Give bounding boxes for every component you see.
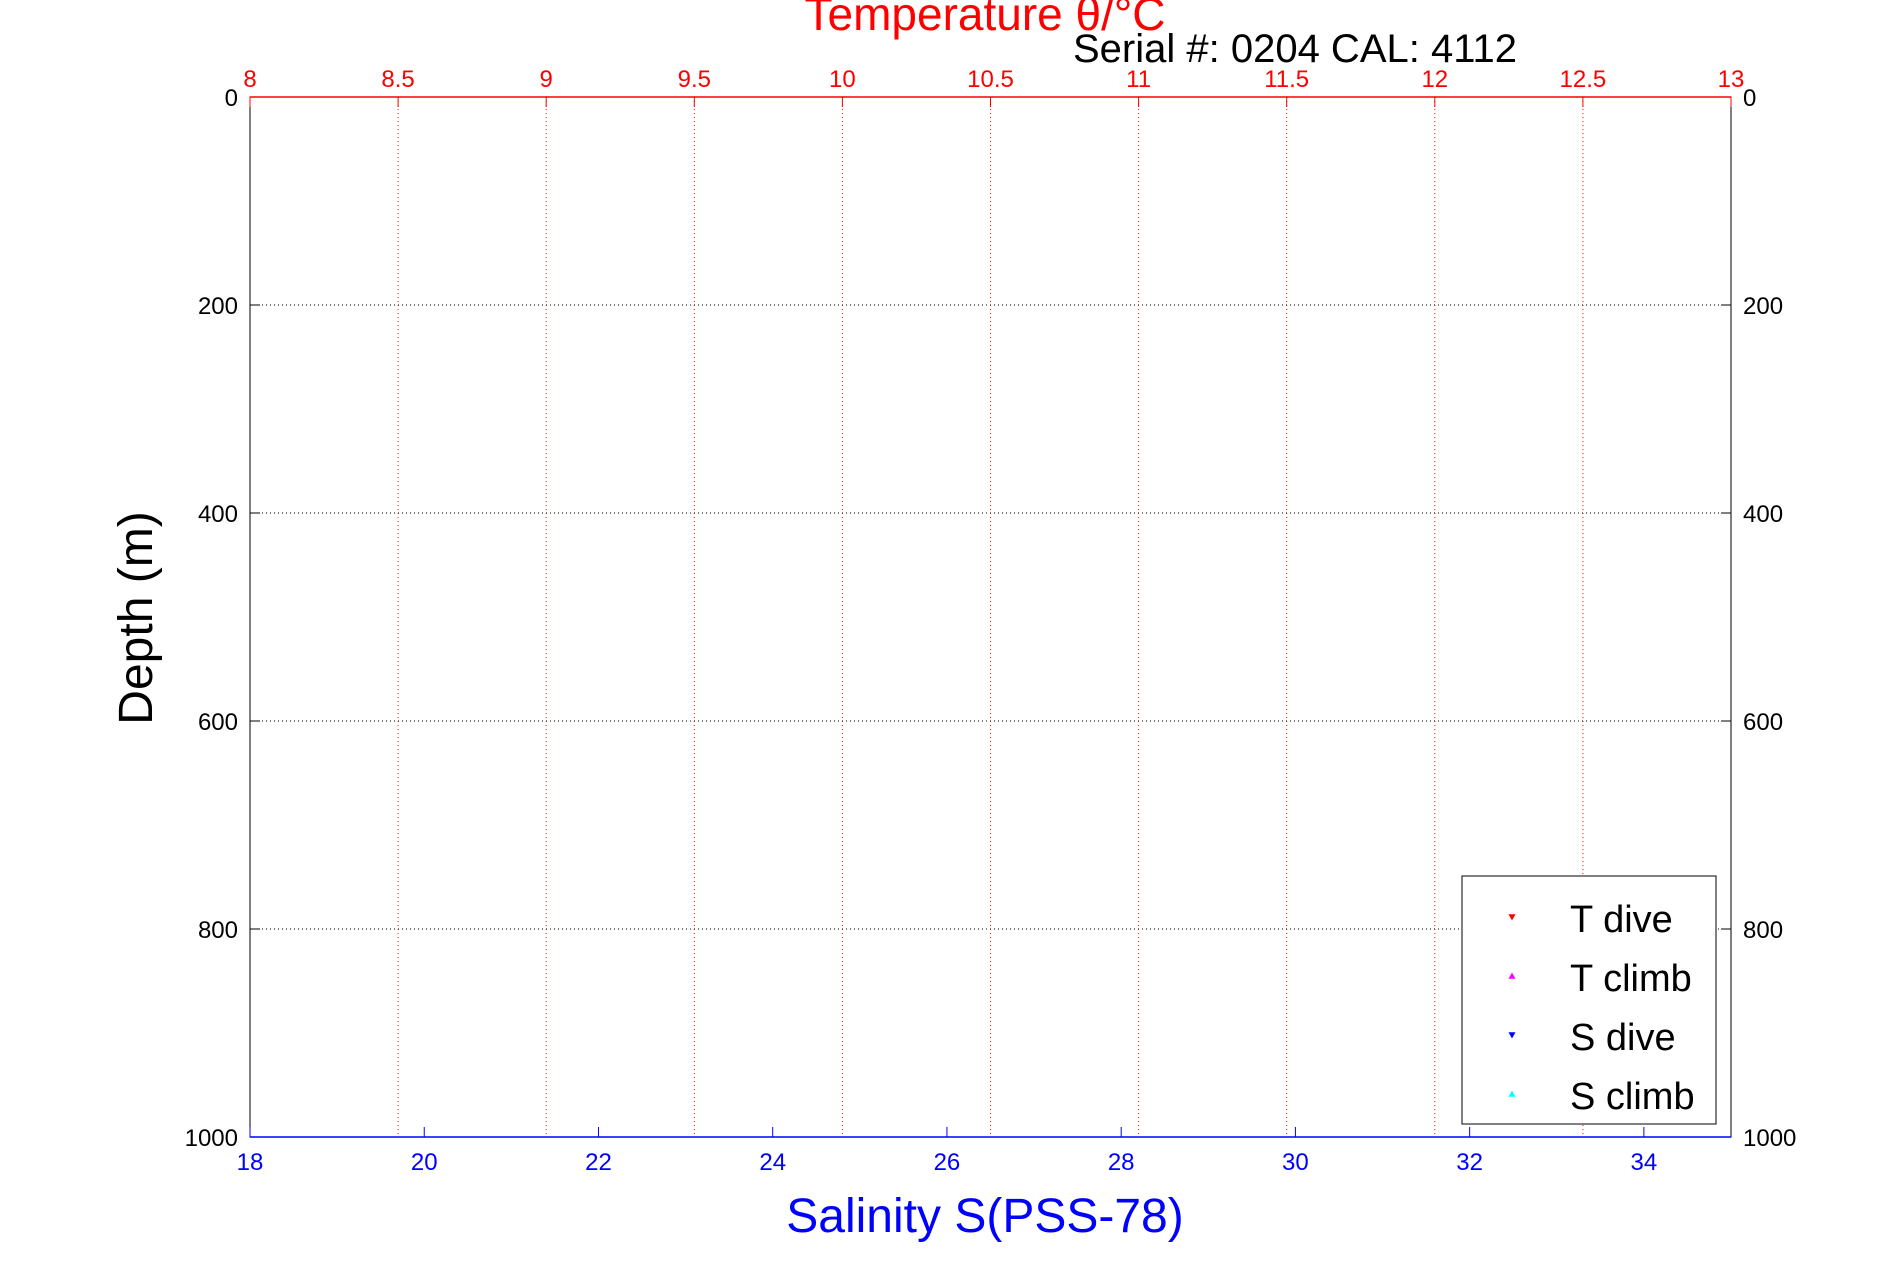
y-tick-label-right: 0 [1743,85,1756,112]
y-tick-label-right: 400 [1743,501,1783,528]
x-top-tick-label: 11.5 [1264,66,1309,93]
chart-title: Temperature θ/°C [805,0,1166,40]
legend-label: T dive [1570,899,1673,941]
legend-label: S climb [1570,1076,1695,1118]
ticks-layer: 0 0 200 200 400 400 600 600 800 800 1000 1000 8 8.5 9 9… [185,66,1797,1176]
y-tick-label-left: 1000 [185,1125,238,1152]
y-tick-label-left: 0 [225,85,238,112]
legend-marker [1508,1090,1516,1097]
y-tick-label-right: 1000 [1743,1125,1796,1152]
x-bottom-tick-label: 28 [1108,1149,1135,1176]
legend-marker [1508,972,1516,979]
y-tick-label-left: 400 [198,501,238,528]
y-tick-label-right: 600 [1743,709,1783,736]
y-tick-label-left: 200 [198,293,238,320]
x-bottom-tick-label: 24 [759,1149,786,1176]
x-bottom-tick-label: 32 [1456,1149,1483,1176]
y-tick-label-right: 800 [1743,917,1783,944]
x-top-tick-label: 10 [829,66,856,93]
x-top-tick-label: 13 [1718,66,1745,93]
x-top-tick-label: 9.5 [678,66,711,93]
y-tick-label-left: 800 [198,917,238,944]
x-bottom-tick-label: 18 [237,1149,264,1176]
x-top-tick-label: 8.5 [381,66,414,93]
legend-marker [1508,914,1516,921]
x-bottom-tick-label: 22 [585,1149,612,1176]
x-top-tick-label: 10.5 [967,66,1014,93]
legend-label: T climb [1570,958,1692,1000]
x-bottom-tick-label: 34 [1631,1149,1658,1176]
x-top-tick-label: 12 [1421,66,1448,93]
legend-marker [1508,1032,1516,1039]
y-tick-label-left: 600 [198,709,238,736]
x-top-tick-label: 11 [1126,66,1151,93]
x-top-tick-label: 12.5 [1560,66,1607,93]
legend: T dive T climb S dive S climb [1461,875,1717,1125]
y-tick-label-right: 200 [1743,293,1783,320]
x-top-tick-label: 9 [540,66,553,93]
y-axis-label: Depth (m) [110,511,163,724]
x-bottom-tick-label: 30 [1282,1149,1309,1176]
x-bottom-axis-label: Salinity S(PSS-78) [786,1190,1183,1243]
legend-label: S dive [1570,1017,1676,1059]
x-top-tick-label: 8 [243,66,256,93]
chart-subtitle: Serial #: 0204 CAL: 4112 [1073,27,1517,71]
legend-box [1461,875,1717,1125]
grid-layer [250,97,1731,1137]
x-bottom-tick-label: 26 [934,1149,961,1176]
x-bottom-tick-label: 20 [411,1149,438,1176]
